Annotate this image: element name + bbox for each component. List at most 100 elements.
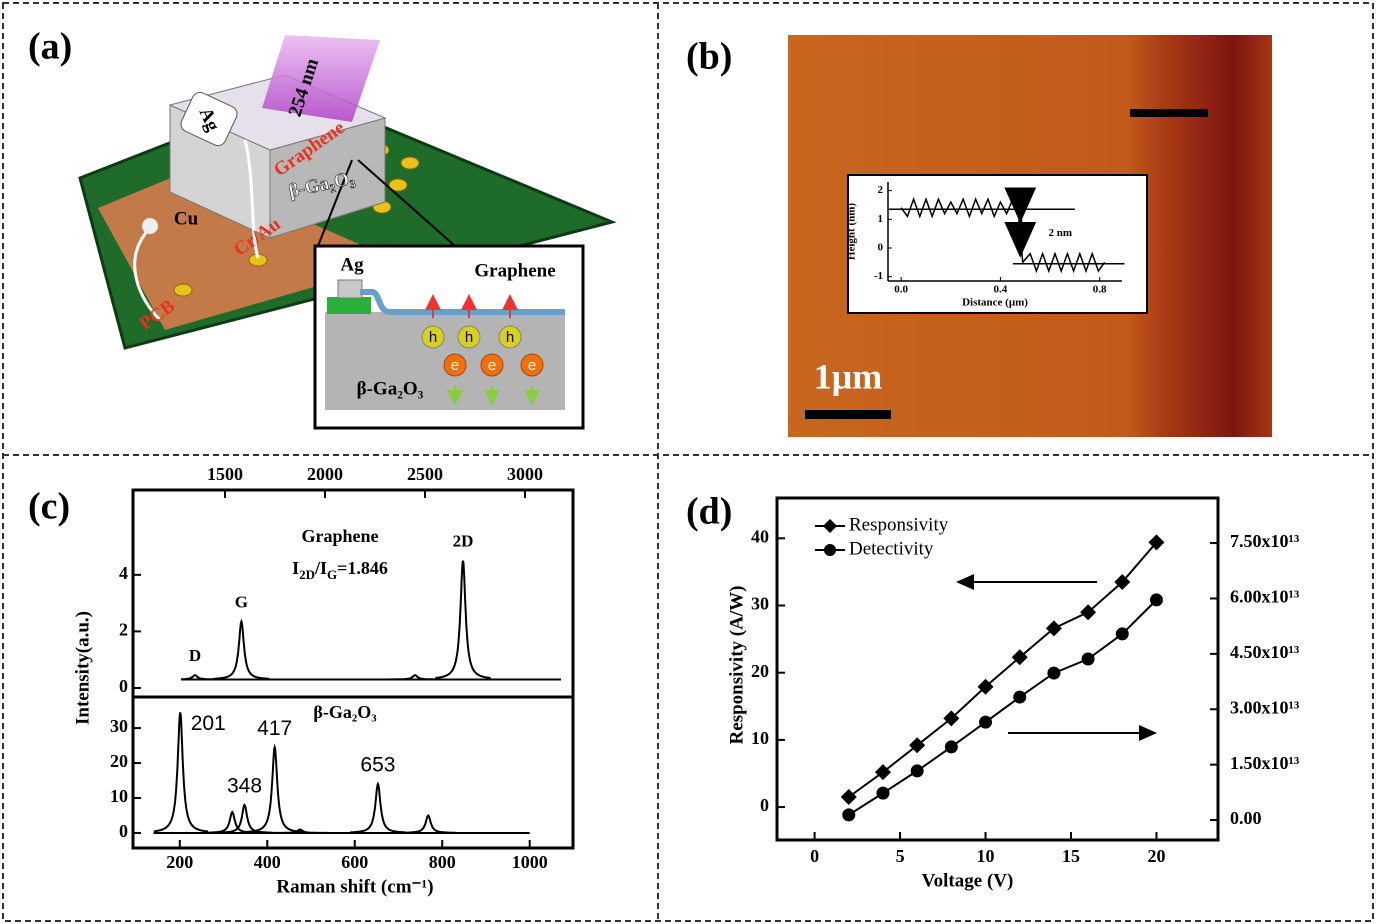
peak (247, 743, 303, 833)
marker (1081, 652, 1095, 666)
y-tick-label: 2 (878, 184, 884, 196)
electron-label: e (451, 357, 459, 374)
ratio-part: =1.846 (337, 558, 388, 578)
peak (272, 828, 328, 834)
y-tick-label: 10 (751, 728, 769, 748)
bond (142, 218, 158, 234)
peak (216, 803, 273, 834)
scale-label: 1μm (814, 356, 882, 396)
ratio-part: /I (314, 558, 327, 578)
x-tick-label: 15 (1062, 846, 1080, 866)
peak (350, 781, 406, 834)
legend-marker (824, 544, 836, 556)
x-tick-label: 20 (1147, 846, 1165, 866)
x-tick-label: 1500 (207, 464, 243, 484)
hole (421, 325, 445, 349)
peak-label: 417 (257, 717, 292, 740)
ratio-part: 2D (299, 567, 315, 582)
series-line (848, 541, 1158, 798)
peak-label: D (189, 646, 201, 665)
y-tick-label: 20 (751, 661, 769, 681)
pad (173, 283, 193, 297)
marker (840, 788, 857, 805)
x-tick-label: 3000 (507, 464, 543, 484)
y-tick-label: 20 (110, 751, 128, 771)
y-tick-label: -1 (874, 270, 883, 282)
electron-label: e (488, 357, 496, 374)
marker (1114, 573, 1131, 590)
hole-label: h (465, 329, 473, 346)
y2-tick-label: 4.50x10¹³ (1230, 642, 1300, 662)
x-tick-label: 0.0 (894, 284, 908, 296)
x-tick-label: 1000 (512, 852, 548, 872)
height-profile (900, 196, 1106, 274)
peak (153, 712, 209, 833)
ratio-part: G (327, 567, 337, 582)
peak (435, 560, 491, 679)
scale-bar (1130, 109, 1208, 117)
marker (1149, 593, 1163, 607)
zoom-line (357, 159, 456, 247)
y-tick-label: 0 (119, 821, 128, 841)
marker (910, 764, 924, 778)
inset-electrode-label: Ag (340, 254, 364, 275)
x-tick-label: 800 (429, 852, 456, 872)
peak (213, 618, 270, 680)
carrier-labels: h h h e e e (429, 329, 536, 374)
y2-tick-label: 0.00 (1230, 808, 1262, 828)
hole-label: h (506, 329, 514, 346)
x-tick-label: 10 (977, 846, 995, 866)
scale-bar (805, 410, 891, 419)
copper-label: Cu (174, 208, 199, 229)
marker (1045, 620, 1062, 637)
marker (842, 808, 856, 822)
x-tick-label: 0.4 (994, 284, 1008, 296)
marker (979, 715, 993, 729)
peak-label: 2D (453, 532, 474, 551)
inset-contact (327, 297, 371, 314)
marker (1148, 534, 1165, 551)
wire (133, 226, 162, 322)
x-tick-label: 600 (341, 852, 368, 872)
inset-substrate-label: β-Ga₂O₃ (357, 378, 424, 399)
y-axis-label: Height (nm) (846, 203, 858, 260)
peak (387, 674, 443, 681)
x-tick-label: 400 (254, 852, 281, 872)
marker (876, 786, 890, 800)
y-tick-label: 40 (751, 526, 769, 546)
marker (943, 710, 960, 727)
y2-tick-label: 6.00x10¹³ (1230, 587, 1300, 607)
legend-label: Detectivity (849, 538, 934, 559)
marker (909, 737, 926, 754)
legend-marker (823, 519, 837, 533)
marker (1080, 604, 1097, 621)
plot-frame (131, 488, 575, 699)
panel-label: (a) (28, 26, 72, 68)
chart-title: β-Ga₂O₃ (313, 702, 377, 722)
y-axis-label: Intensity(a.u.) (72, 611, 93, 725)
y-tick-label: 0 (119, 676, 128, 696)
block-top (168, 74, 387, 151)
electron-arrows (447, 385, 540, 406)
hole-label: h (429, 329, 437, 346)
x-tick-label: 200 (166, 852, 193, 872)
zoom-line (317, 159, 353, 247)
ratio-part: I (292, 558, 299, 578)
hole (498, 325, 522, 349)
y-axis-label: Responsivity (A/W) (726, 586, 747, 745)
x-tick-label: 0.8 (1093, 284, 1107, 296)
panel-label: (d) (686, 491, 732, 533)
inset-graphene (360, 289, 565, 315)
peak-label: 653 (360, 754, 395, 777)
y-tick-label: 30 (751, 594, 769, 614)
y-tick-label: 1 (878, 213, 884, 225)
electron (480, 353, 504, 377)
y-tick-label: 0 (878, 242, 884, 254)
plot-frame (131, 695, 575, 850)
series-line (848, 599, 1158, 816)
uv-beam (262, 35, 380, 122)
marker (1013, 690, 1027, 704)
annotation: 2 nm (1048, 227, 1072, 239)
pad (388, 178, 408, 192)
inset-ag (337, 279, 363, 299)
